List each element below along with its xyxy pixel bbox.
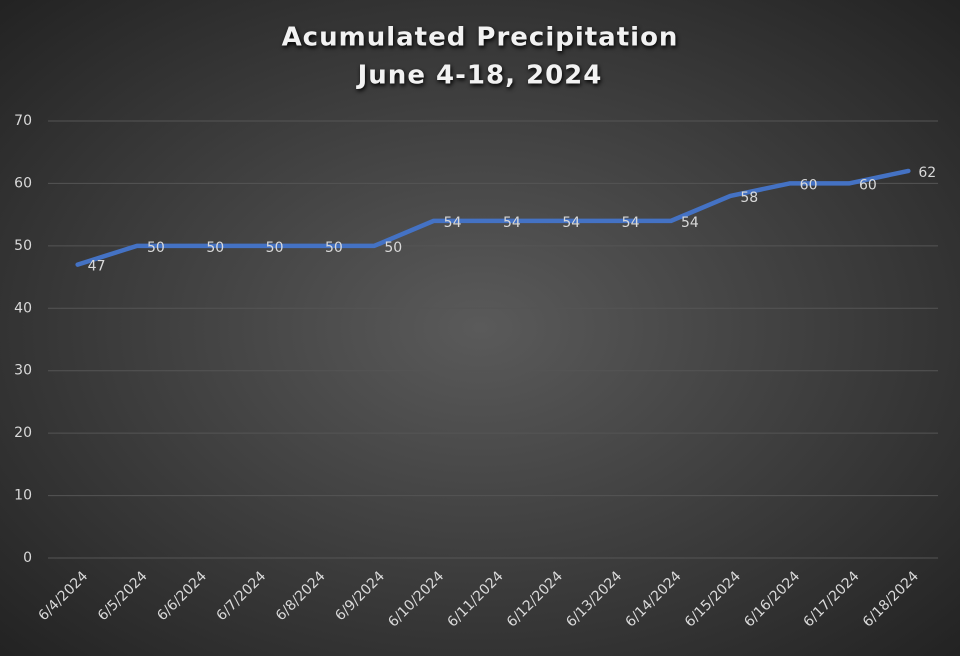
- chart-title: Acumulated Precipitation: [282, 23, 679, 53]
- chart-subtitle: June 4-18, 2024: [356, 61, 603, 91]
- y-tick-label: 30: [14, 363, 32, 379]
- data-label: 62: [918, 165, 936, 181]
- line: [75, 168, 911, 267]
- y-tick-label: 70: [14, 113, 32, 129]
- y-tick-label: 40: [14, 300, 32, 316]
- data-label: 47: [88, 259, 106, 275]
- data-label: 50: [206, 240, 224, 256]
- y-tick-label: 0: [23, 550, 32, 566]
- data-label: 58: [740, 190, 758, 206]
- data-label: 54: [622, 215, 640, 231]
- data-label: 54: [444, 215, 462, 231]
- data-label: 50: [384, 240, 402, 256]
- data-label: 54: [503, 215, 521, 231]
- y-tick-label: 10: [14, 488, 32, 504]
- data-label: 50: [266, 240, 284, 256]
- data-label: 54: [562, 215, 580, 231]
- y-tick-label: 50: [14, 238, 32, 254]
- data-label: 50: [147, 240, 165, 256]
- y-tick-label: 20: [14, 425, 32, 441]
- data-label: 54: [681, 215, 699, 231]
- data-label: 60: [800, 177, 818, 193]
- data-label: 60: [859, 177, 877, 193]
- y-tick-label: 60: [14, 175, 32, 191]
- data-label: 50: [325, 240, 343, 256]
